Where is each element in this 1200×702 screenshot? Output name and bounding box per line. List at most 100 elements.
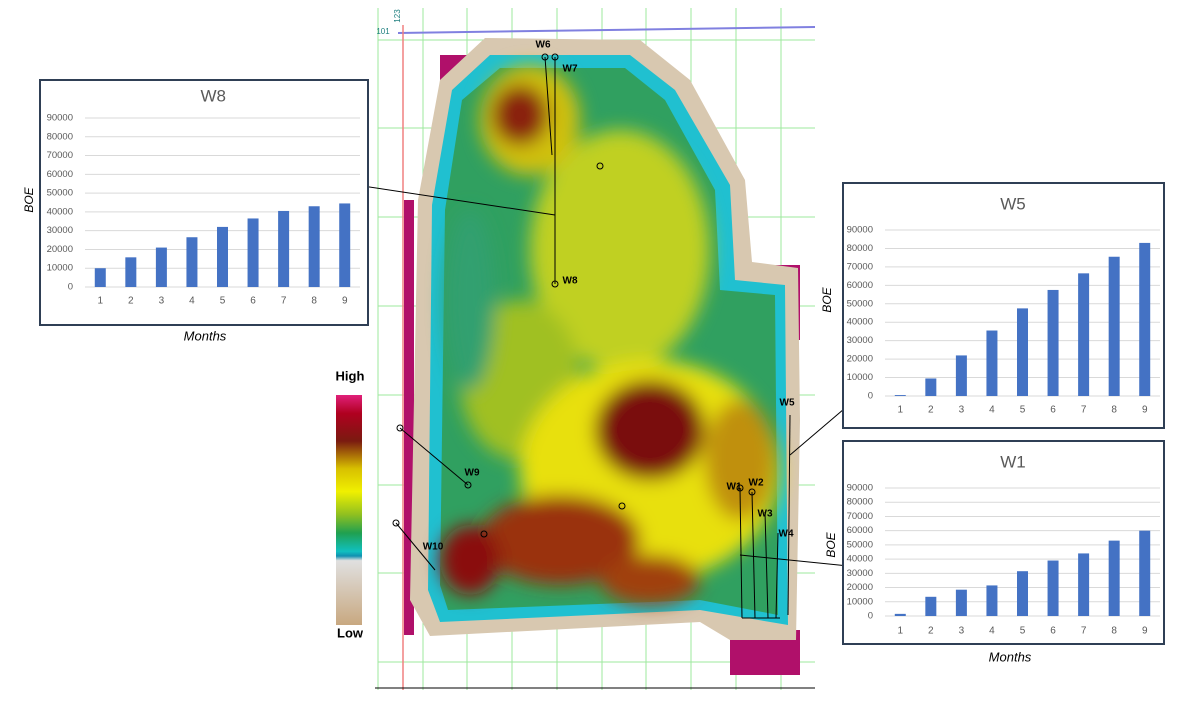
y-tick-label: 30000 <box>47 225 73 236</box>
y-tick-label: 60000 <box>47 169 73 180</box>
y-axis-label: BOE <box>820 286 834 312</box>
colorbar <box>336 395 362 625</box>
bar <box>1139 242 1151 396</box>
x-tick-label: 3 <box>959 626 965 637</box>
x-tick-label: 7 <box>1081 405 1087 416</box>
x-tick-label: 1 <box>897 405 903 416</box>
bar <box>894 395 906 396</box>
y-tick-label: 10000 <box>847 372 873 383</box>
x-tick-label: 4 <box>189 296 195 307</box>
x-tick-label: 9 <box>342 296 348 307</box>
bar <box>955 355 967 396</box>
bar <box>186 237 198 287</box>
y-tick-label: 60000 <box>847 280 873 291</box>
bar <box>155 247 167 287</box>
y-tick-label: 80000 <box>847 243 873 254</box>
y-tick-label: 50000 <box>47 188 73 199</box>
y-tick-label: 90000 <box>847 483 873 494</box>
bar <box>1047 289 1059 396</box>
bar <box>1047 560 1059 616</box>
x-tick-label: 2 <box>128 296 134 307</box>
x-tick-label: 7 <box>281 296 287 307</box>
bar <box>217 226 228 287</box>
y-tick-label: 70000 <box>847 511 873 522</box>
y-tick-label: 30000 <box>847 568 873 579</box>
x-tick-label: 2 <box>928 626 934 637</box>
well-label: W9 <box>465 468 480 479</box>
well-label: W1 <box>727 482 742 493</box>
x-tick-label: 5 <box>1020 405 1026 416</box>
x-tick-label: 8 <box>1111 405 1117 416</box>
grid-label: 123 <box>393 9 402 23</box>
x-tick-label: 6 <box>1050 405 1056 416</box>
x-tick-label: 3 <box>959 405 965 416</box>
well-label: W8 <box>563 276 578 287</box>
y-tick-label: 0 <box>868 391 873 402</box>
x-tick-label: 7 <box>1081 626 1087 637</box>
x-tick-label: 5 <box>220 296 226 307</box>
y-tick-label: 10000 <box>47 263 73 274</box>
bar-chart: W5 0 10000 20000 30000 40000 50000 60000 70000 80… <box>820 182 1165 429</box>
chart-title: W8 <box>201 86 227 105</box>
y-axis-label: BOE <box>22 186 36 212</box>
x-tick-label: 5 <box>1020 626 1026 637</box>
bar <box>1017 571 1028 616</box>
x-tick-label: 8 <box>311 296 317 307</box>
bar <box>278 210 290 287</box>
colorbar-high: High <box>336 368 365 383</box>
y-tick-label: 80000 <box>847 497 873 508</box>
colorbar-low: Low <box>337 625 364 640</box>
x-tick-label: 6 <box>1050 626 1056 637</box>
bar-chart: W8 0 10000 20000 30000 40000 50000 60000 70000 80… <box>22 79 369 343</box>
bar <box>308 206 320 287</box>
x-tick-label: 9 <box>1142 405 1148 416</box>
y-tick-label: 70000 <box>47 150 73 161</box>
y-tick-label: 90000 <box>847 225 873 236</box>
x-tick-label: 1 <box>97 296 103 307</box>
bar <box>925 596 937 616</box>
y-tick-label: 40000 <box>847 554 873 565</box>
bar <box>1108 256 1120 396</box>
well-label: W4 <box>779 529 794 540</box>
bar <box>955 589 967 616</box>
x-tick-label: 1 <box>897 626 903 637</box>
well-label: W3 <box>758 509 773 520</box>
bar <box>925 378 937 396</box>
y-tick-label: 20000 <box>47 244 73 255</box>
y-tick-label: 40000 <box>47 206 73 217</box>
y-tick-label: 50000 <box>847 539 873 550</box>
x-tick-label: 4 <box>989 405 995 416</box>
bar <box>339 203 351 287</box>
grid-label: 101 <box>376 27 390 36</box>
x-tick-label: 4 <box>989 626 995 637</box>
y-tick-label: 0 <box>868 611 873 622</box>
y-tick-label: 10000 <box>847 596 873 607</box>
y-tick-label: 20000 <box>847 582 873 593</box>
bar <box>247 218 259 287</box>
chart-title: W1 <box>1000 452 1026 471</box>
y-tick-label: 90000 <box>47 113 73 124</box>
x-axis-label: Months <box>989 649 1032 664</box>
x-tick-label: 6 <box>250 296 256 307</box>
bar <box>94 268 106 287</box>
bar <box>1078 273 1090 396</box>
y-tick-label: 20000 <box>847 354 873 365</box>
chart-frame <box>39 79 369 326</box>
bar-chart: W1 0 10000 20000 30000 40000 50000 60000 70000 80… <box>824 440 1165 664</box>
y-axis-label: BOE <box>824 531 838 557</box>
bar <box>125 257 137 287</box>
x-tick-label: 9 <box>1142 626 1148 637</box>
well-label: W2 <box>749 478 764 489</box>
x-tick-label: 2 <box>928 405 934 416</box>
y-tick-label: 30000 <box>847 335 873 346</box>
bar <box>894 613 906 616</box>
bar <box>1108 540 1120 616</box>
bar <box>1139 530 1151 616</box>
x-tick-label: 3 <box>159 296 165 307</box>
y-tick-label: 0 <box>68 282 73 293</box>
well-label: W5 <box>780 398 795 409</box>
y-tick-label: 70000 <box>847 261 873 272</box>
bar <box>986 585 998 616</box>
y-tick-label: 60000 <box>847 525 873 536</box>
